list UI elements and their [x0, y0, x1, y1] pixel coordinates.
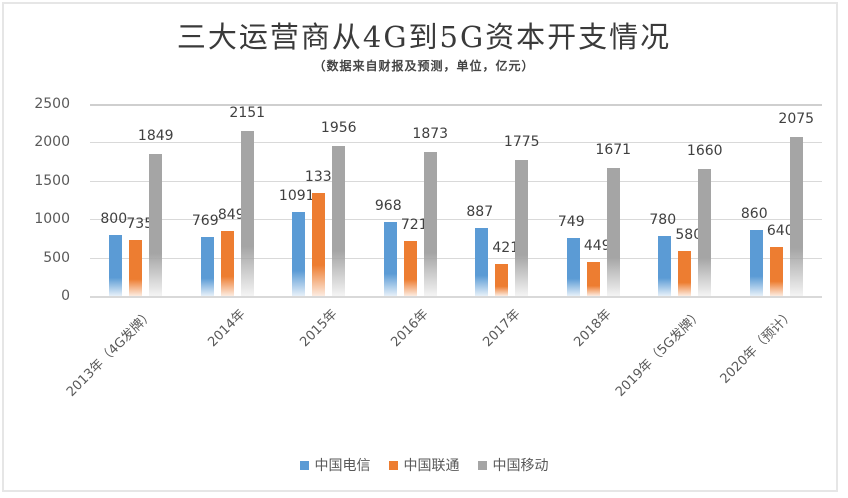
data-label: 800	[100, 210, 128, 227]
data-label: 1339	[304, 169, 341, 186]
bar-中国电信[interactable]	[383, 221, 397, 296]
data-label: 721	[400, 216, 428, 233]
gridline	[90, 180, 822, 182]
data-label: 860	[740, 205, 768, 222]
y-tick-label: 1500	[34, 172, 70, 189]
legend: 中国电信 中国联通 中国移动	[0, 455, 848, 475]
bar-中国电信[interactable]	[749, 229, 763, 296]
bar-中国联通[interactable]	[129, 239, 143, 296]
bar-中国联通[interactable]	[678, 251, 692, 296]
legend-label: 中国电信	[314, 458, 371, 474]
bar-中国联通[interactable]	[403, 240, 417, 296]
legend-item-unicom[interactable]: 中国联通	[388, 455, 460, 475]
bar-中国移动[interactable]	[240, 130, 254, 296]
gridline	[90, 104, 822, 106]
data-label: 2075	[778, 110, 815, 127]
bar-中国移动[interactable]	[789, 136, 803, 296]
y-tick-label: 2500	[34, 96, 70, 112]
legend-item-mobile[interactable]: 中国移动	[477, 455, 549, 475]
bar-中国电信[interactable]	[475, 227, 489, 296]
data-label: 735	[126, 215, 154, 232]
bar-中国移动[interactable]	[332, 145, 346, 296]
data-label: 449	[583, 237, 611, 254]
bar-中国联通[interactable]	[586, 261, 600, 296]
bar-中国联通[interactable]	[220, 230, 234, 296]
data-label: 780	[649, 212, 677, 229]
y-tick-label: 2000	[34, 134, 70, 151]
data-label: 1849	[137, 127, 174, 144]
chart-subtitle: （数据来自财报及预测，单位，亿元）	[313, 59, 535, 73]
chart-title: 三大运营商从4G到5G资本开支情况	[176, 20, 672, 54]
bar-中国联通[interactable]	[495, 263, 509, 296]
data-label: 1956	[320, 119, 357, 136]
data-label: 887	[466, 203, 494, 220]
bar-中国电信[interactable]	[566, 238, 580, 296]
bar-中国移动[interactable]	[423, 152, 437, 296]
legend-swatch-icon	[299, 460, 309, 470]
data-label: 1091	[278, 188, 315, 205]
data-label: 2151	[229, 104, 266, 121]
bar-中国电信[interactable]	[200, 236, 214, 296]
y-tick-label: 500	[43, 249, 70, 266]
data-label: 849	[217, 206, 245, 223]
data-label: 769	[191, 212, 219, 229]
legend-label: 中国移动	[492, 458, 549, 474]
data-label: 580	[675, 227, 703, 244]
y-tick-label: 0	[61, 288, 70, 304]
bar-中国移动[interactable]	[149, 154, 163, 296]
data-label: 1660	[686, 142, 723, 159]
y-tick-label: 1000	[34, 211, 70, 228]
bar-中国移动[interactable]	[698, 168, 712, 296]
data-label: 1873	[412, 126, 449, 143]
bar-中国电信[interactable]	[658, 236, 672, 296]
data-label: 1671	[595, 141, 632, 158]
legend-item-telecom[interactable]: 中国电信	[299, 455, 371, 475]
bar-中国电信[interactable]	[109, 234, 123, 296]
legend-swatch-icon	[477, 460, 487, 470]
gridline	[90, 219, 822, 221]
data-label: 640	[766, 222, 794, 239]
bar-中国联通[interactable]	[769, 246, 783, 296]
plot-area: 800 735 1849 769 849 2151 1091 1339 1956 968 721 18…	[90, 104, 822, 296]
data-label: 968	[374, 197, 402, 214]
x-axis-line	[90, 296, 822, 298]
data-label: 749	[557, 214, 585, 231]
data-label: 1775	[503, 133, 540, 150]
bar-中国联通[interactable]	[312, 193, 326, 296]
legend-swatch-icon	[388, 460, 398, 470]
bar-中国移动[interactable]	[515, 159, 529, 296]
bar-中国移动[interactable]	[606, 167, 620, 296]
gridline	[90, 257, 822, 259]
gridline	[90, 142, 822, 144]
legend-label: 中国联通	[403, 458, 460, 474]
bar-中国电信[interactable]	[292, 212, 306, 296]
data-label: 421	[492, 239, 520, 256]
